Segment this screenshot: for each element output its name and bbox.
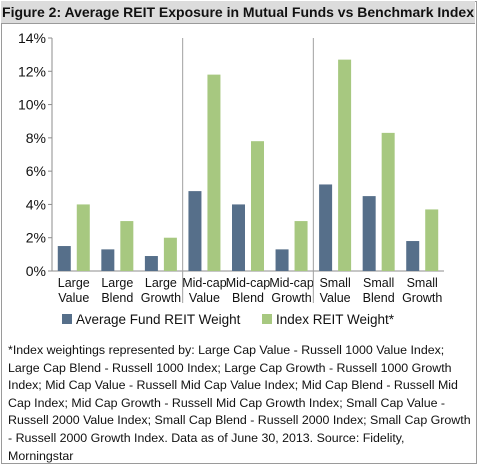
fund-bar <box>406 241 420 271</box>
y-tick-label: 8% <box>26 130 46 146</box>
index-bar <box>207 74 221 271</box>
x-tick-label: Value <box>189 291 220 305</box>
x-tick-label: Value <box>58 291 89 305</box>
index-bar <box>76 204 90 271</box>
x-tick-label: Small <box>363 276 394 290</box>
fund-bar <box>275 249 289 271</box>
legend-fund-swatch <box>62 314 72 324</box>
index-bar <box>251 141 264 271</box>
y-tick-label: 2% <box>26 230 46 246</box>
bar-chart: 0%2%4%6%8%10%12%14%LargeValueLargeBlendL… <box>18 30 444 327</box>
title-band: Figure 2: Average REIT Exposure in Mutua… <box>1 1 475 24</box>
x-tick-label: Blend <box>363 291 395 305</box>
legend-index-label: Index REIT Weight* <box>276 312 395 327</box>
x-tick-label: Value <box>320 291 351 305</box>
y-tick-label: 14% <box>18 30 46 46</box>
fund-bar <box>144 256 158 271</box>
index-bar <box>381 132 395 271</box>
x-tick-label: Small <box>407 276 438 290</box>
x-tick-label: Mid-cap <box>226 276 271 290</box>
x-tick-label: Mid-cap <box>182 276 227 290</box>
fund-bar <box>362 196 376 271</box>
x-tick-label: Blend <box>232 291 264 305</box>
x-tick-label: Large <box>58 276 90 290</box>
x-tick-label: Blend <box>101 291 133 305</box>
fund-bar <box>57 246 71 271</box>
x-tick-label: Growth <box>271 291 311 305</box>
x-tick-label: Growth <box>141 291 181 305</box>
footnote: *Index weightings represented by: Large … <box>8 343 471 463</box>
y-tick-label: 12% <box>18 63 46 79</box>
x-tick-label: Growth <box>402 291 442 305</box>
index-bar <box>163 237 177 271</box>
fund-bar <box>101 249 115 271</box>
y-tick-label: 4% <box>26 196 46 212</box>
index-bar <box>294 221 308 271</box>
fund-bar <box>319 184 333 271</box>
figure-title: Figure 2: Average REIT Exposure in Mutua… <box>2 4 474 20</box>
x-tick-label: Large <box>101 276 133 290</box>
index-bar <box>425 209 439 271</box>
y-tick-label: 10% <box>18 97 46 113</box>
y-tick-label: 0% <box>26 263 46 279</box>
fund-bar <box>232 204 245 271</box>
legend-fund-label: Average Fund REIT Weight <box>76 312 241 327</box>
x-tick-label: Mid-cap <box>269 276 314 290</box>
y-tick-label: 6% <box>26 163 46 179</box>
index-bar <box>338 59 352 272</box>
x-tick-label: Large <box>145 276 177 290</box>
legend-index-swatch <box>262 314 272 324</box>
index-bar <box>120 221 134 271</box>
fund-bar <box>188 191 202 271</box>
x-tick-label: Small <box>319 276 350 290</box>
